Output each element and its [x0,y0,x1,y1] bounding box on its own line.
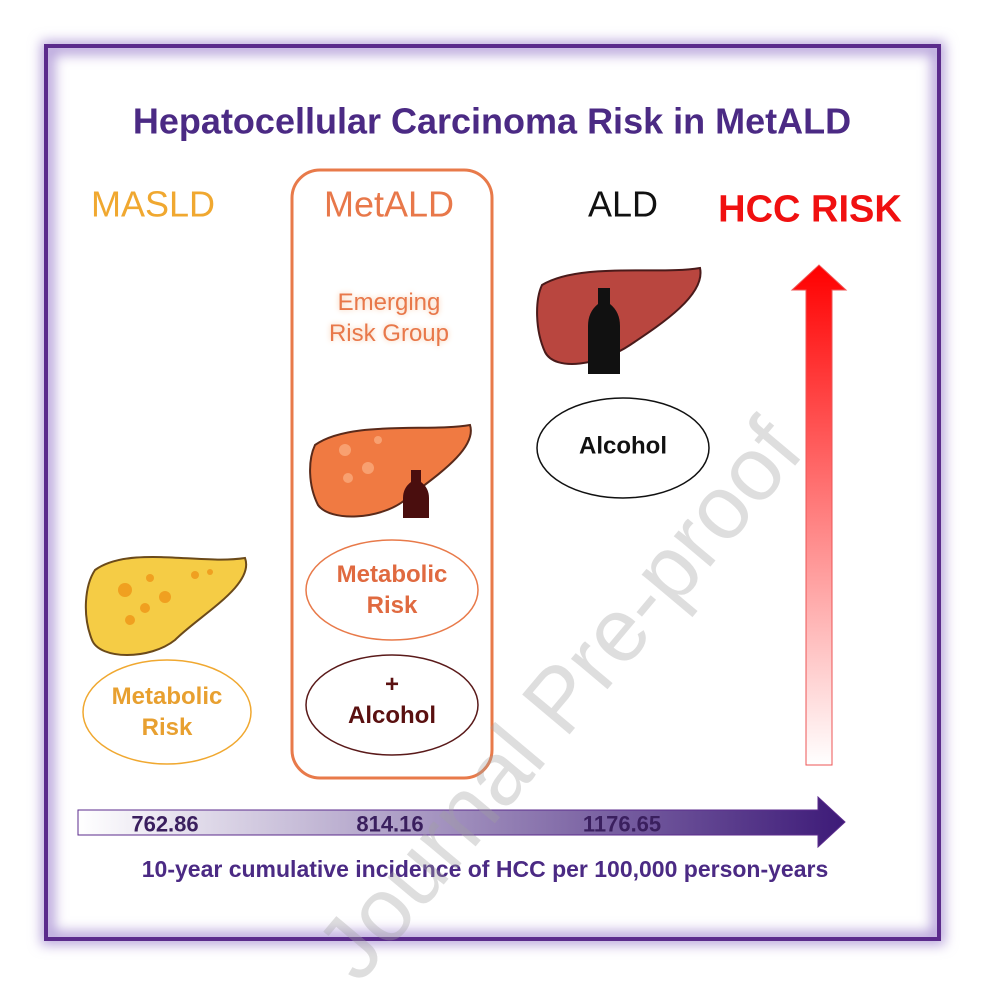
incidence-value: 1176.65 [582,811,662,837]
frame [44,44,941,941]
fat-dots [118,569,213,625]
ellipse-text: Metabolic Risk [336,560,448,619]
incidence-arrow [77,795,846,849]
group-note: Emerging Risk Group [328,288,450,347]
bottle [403,470,429,518]
fat-dots [339,436,382,483]
ellipse-text: Metabolic Risk [111,682,223,741]
risk-label: HCC RISK [718,188,902,231]
ellipse-text: + Alcohol [348,670,436,729]
liver-metald [309,423,472,518]
metald-box [290,168,494,780]
incidence-value: 762.86 [131,811,199,837]
title: Hepatocellular Carcinoma Risk in MetALD [132,100,852,142]
ellipse [305,654,479,756]
axis-label: 10-year cumulative incidence of HCC per … [141,856,829,883]
group-name: MASLD [90,183,216,225]
group-name: MetALD [323,183,455,225]
liver-ald [536,266,702,365]
risk-arrow [790,264,848,766]
group-name: ALD [587,183,659,225]
incidence-value: 814.16 [356,811,424,837]
ellipse [536,397,710,499]
liver-masld [84,556,248,656]
ellipse [82,659,252,765]
ellipse-text: Alcohol [579,432,667,460]
ellipse [305,539,479,641]
bottle [588,288,620,374]
